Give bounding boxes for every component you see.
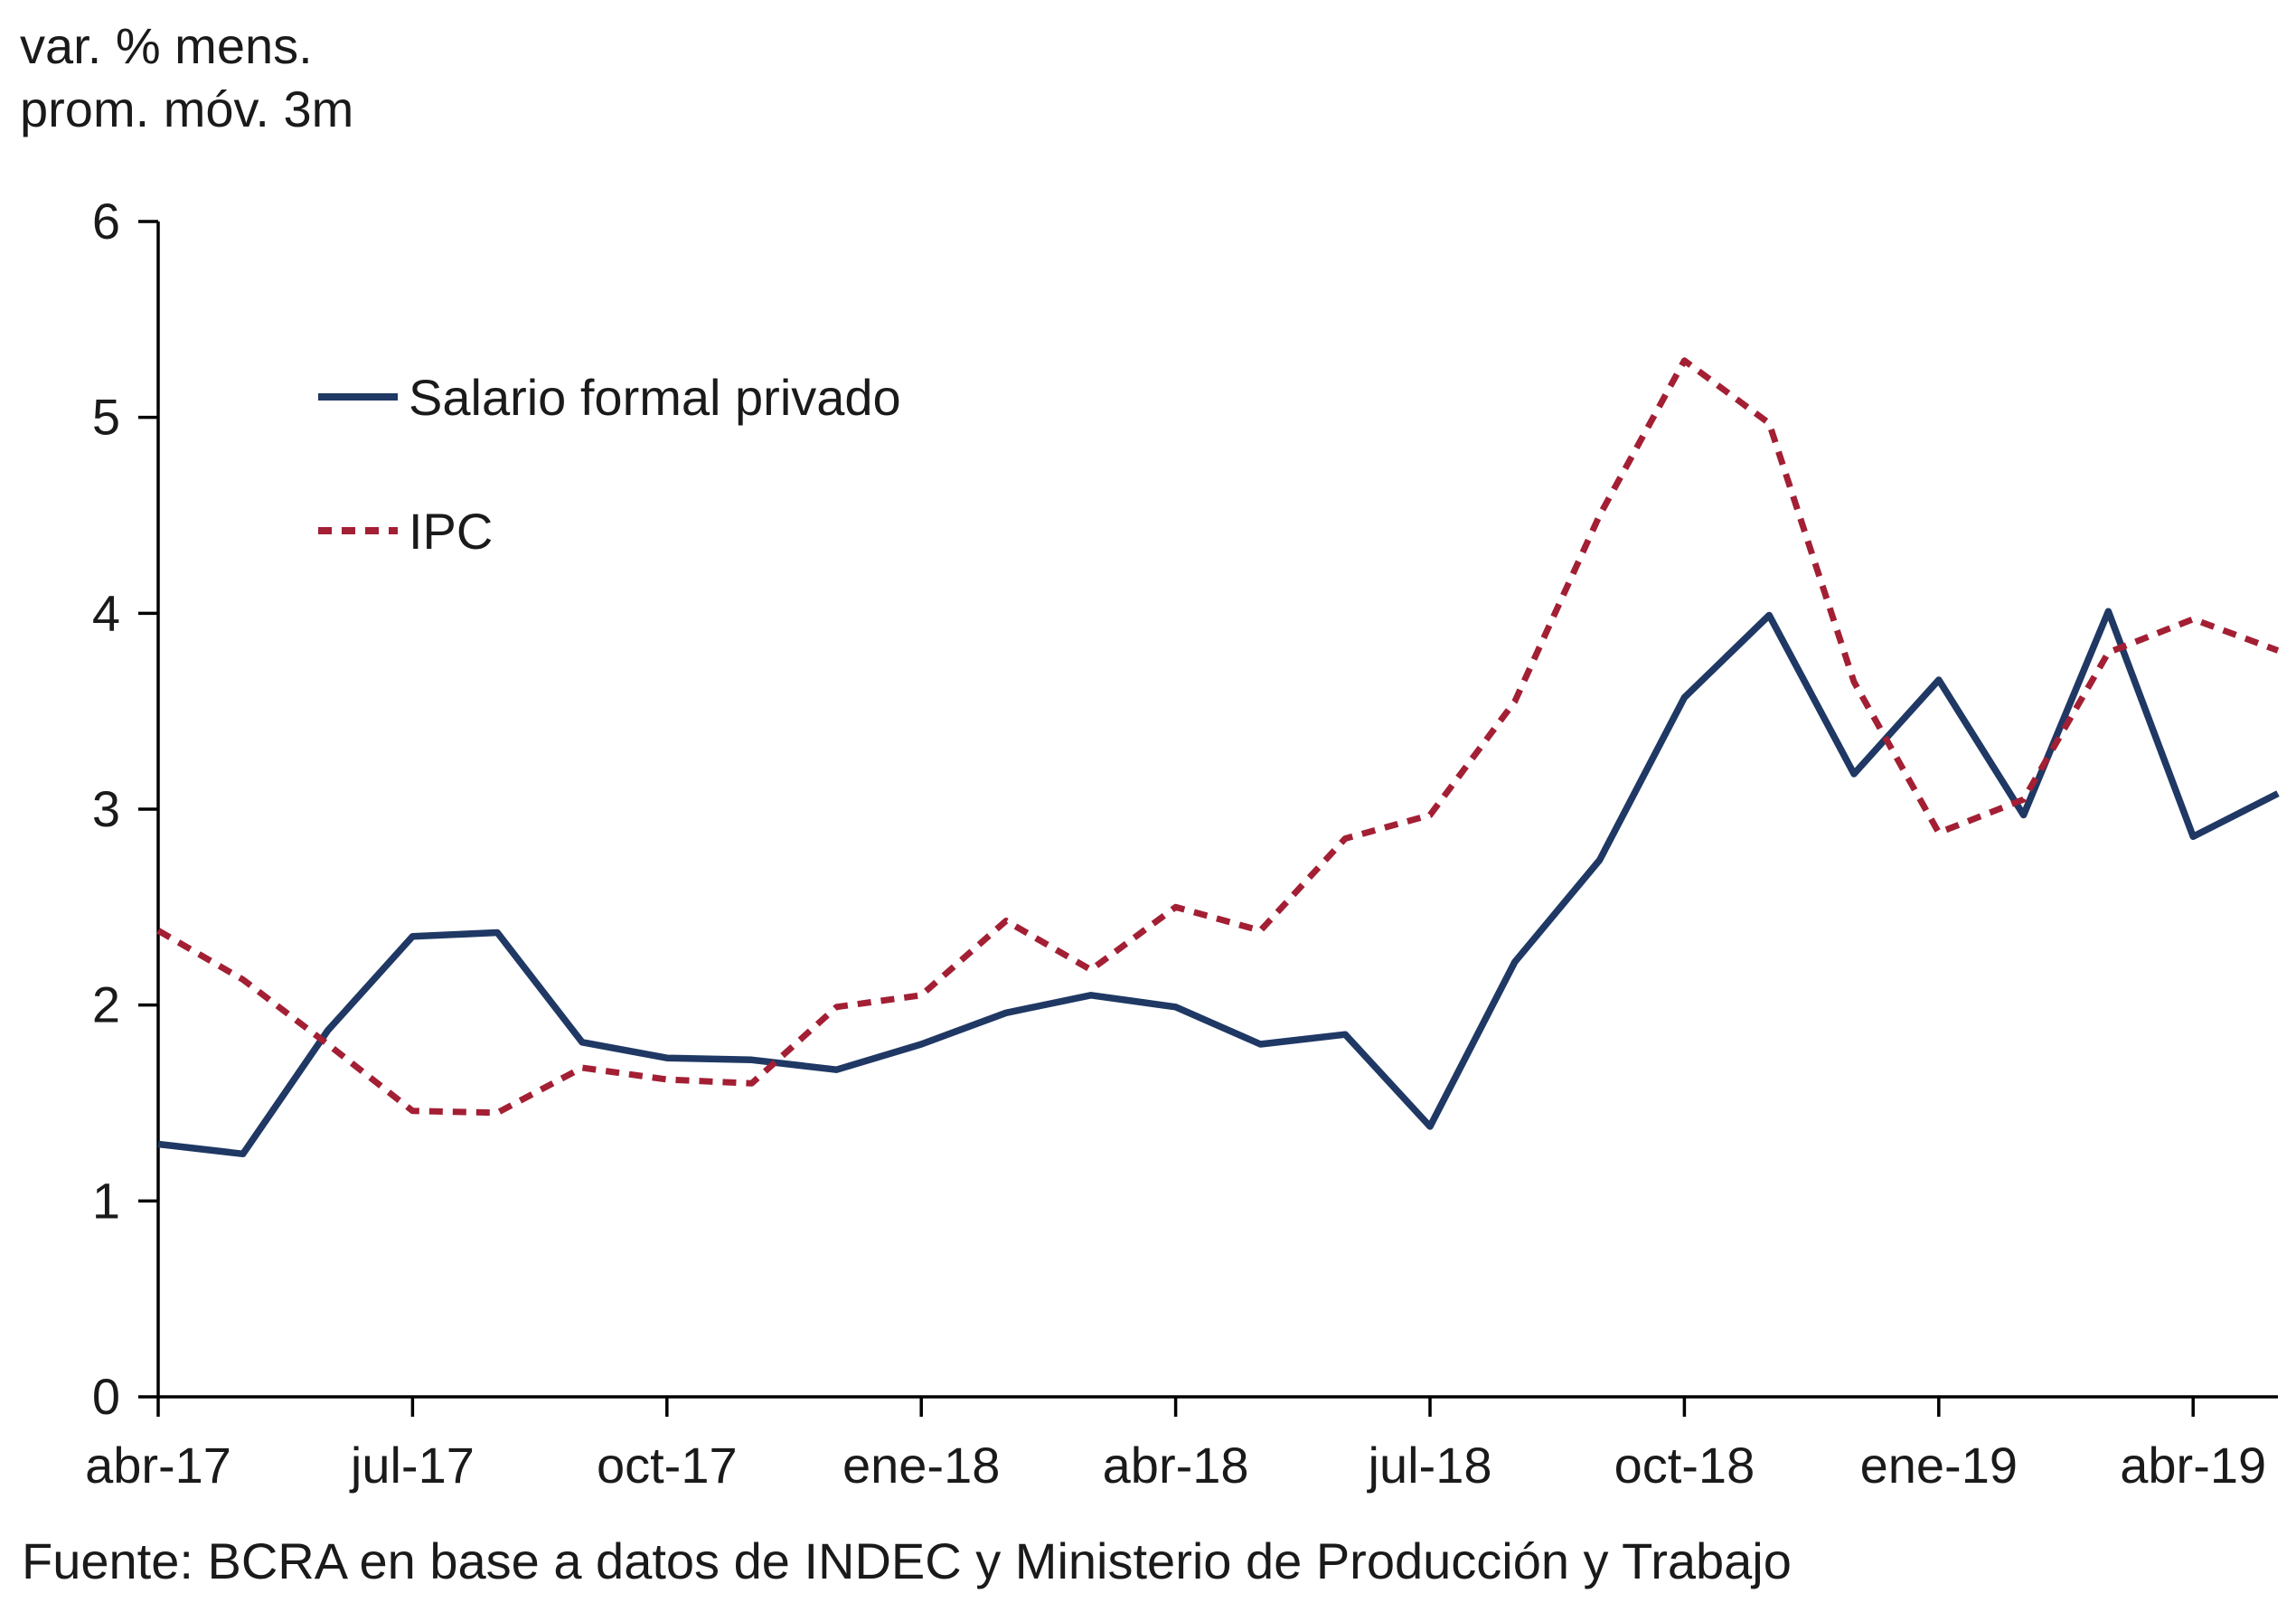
svg-text:oct-18: oct-18	[1614, 1437, 1755, 1494]
svg-text:ene-18: ene-18	[842, 1437, 1000, 1494]
svg-text:abr-17: abr-17	[85, 1437, 231, 1494]
y-axis-unit-line-1: var. % mens.	[20, 17, 313, 74]
svg-text:0: 0	[92, 1368, 120, 1425]
svg-text:1: 1	[92, 1172, 120, 1229]
legend-label-ipc: IPC	[409, 502, 494, 560]
svg-text:jul-17: jul-17	[349, 1437, 475, 1494]
source-note: Fuente: BCRA en base a datos de INDEC y …	[22, 1532, 1792, 1589]
svg-text:6: 6	[92, 193, 120, 250]
legend-item-salario-formal-privado: Salario formal privado	[316, 362, 901, 432]
legend-item-ipc: IPC	[316, 495, 901, 566]
svg-text:2: 2	[92, 976, 120, 1033]
svg-text:abr-19: abr-19	[2120, 1437, 2266, 1494]
svg-text:4: 4	[92, 584, 120, 641]
y-axis-unit-line-2: prom. móv. 3m	[20, 80, 354, 137]
ipc-dashed-line-sample-icon	[318, 527, 398, 534]
svg-text:ene-19: ene-19	[1860, 1437, 2018, 1494]
salario-line-sample-icon	[318, 393, 398, 401]
svg-text:5: 5	[92, 389, 120, 446]
chart-legend: Salario formal privado IPC	[316, 362, 901, 566]
svg-text:oct-17: oct-17	[597, 1437, 738, 1494]
svg-text:jul-18: jul-18	[1367, 1437, 1492, 1494]
svg-text:abr-18: abr-18	[1103, 1437, 1249, 1494]
legend-label-salario: Salario formal privado	[409, 368, 901, 426]
y-axis-unit-label: var. % mens. prom. móv. 3m	[20, 14, 353, 141]
svg-text:3: 3	[92, 780, 120, 837]
